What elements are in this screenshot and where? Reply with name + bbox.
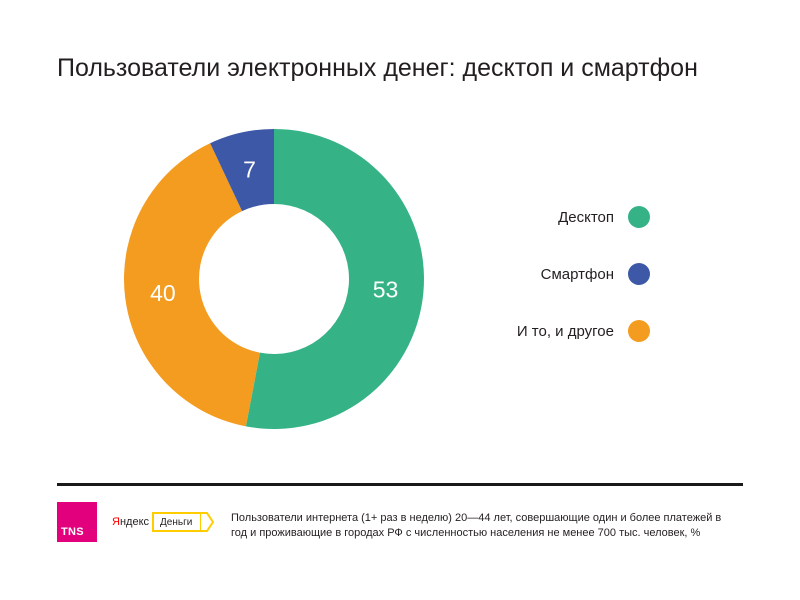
legend-item-desktop: Десктоп bbox=[517, 205, 650, 229]
slice-value-label-both: 40 bbox=[150, 280, 176, 306]
donut-slices bbox=[124, 129, 424, 429]
donut-slice-desktop bbox=[245, 129, 424, 429]
legend-label: Смартфон bbox=[540, 265, 614, 283]
chart-title: Пользователи электронных денег: десктоп … bbox=[57, 54, 698, 82]
legend-item-smartphone: Смартфон bbox=[517, 262, 650, 286]
footnote: Пользователи интернета (1+ раз в неделю)… bbox=[231, 512, 722, 539]
donut-slice-both bbox=[124, 143, 260, 427]
donut-labels: 53 40 7 bbox=[150, 157, 398, 306]
donut-chart: 53 40 7 bbox=[124, 129, 424, 429]
legend-label: И то, и другое bbox=[516, 322, 614, 340]
legend-marker-desktop bbox=[628, 206, 650, 228]
legend-item-both: И то, и другое bbox=[517, 319, 650, 343]
donut-slice-smartphone bbox=[210, 129, 274, 212]
slice-value-label-smartphone: 7 bbox=[243, 157, 256, 183]
yandex-logo-text: Яндекс bbox=[112, 516, 149, 528]
tns-logo: TNS bbox=[57, 502, 97, 542]
footer-divider bbox=[57, 483, 743, 486]
legend-label: Десктоп bbox=[558, 208, 614, 226]
yandex-dengi-logo: Яндекс Деньги bbox=[112, 510, 215, 534]
dengi-badge: Деньги bbox=[152, 512, 201, 532]
dengi-badge-arrow-icon bbox=[200, 512, 215, 532]
slice-value-label-desktop: 53 bbox=[373, 277, 399, 303]
legend: Десктоп Смартфон И то, и другое bbox=[517, 205, 650, 343]
legend-marker-both bbox=[628, 320, 650, 342]
legend-marker-smartphone bbox=[628, 263, 650, 285]
